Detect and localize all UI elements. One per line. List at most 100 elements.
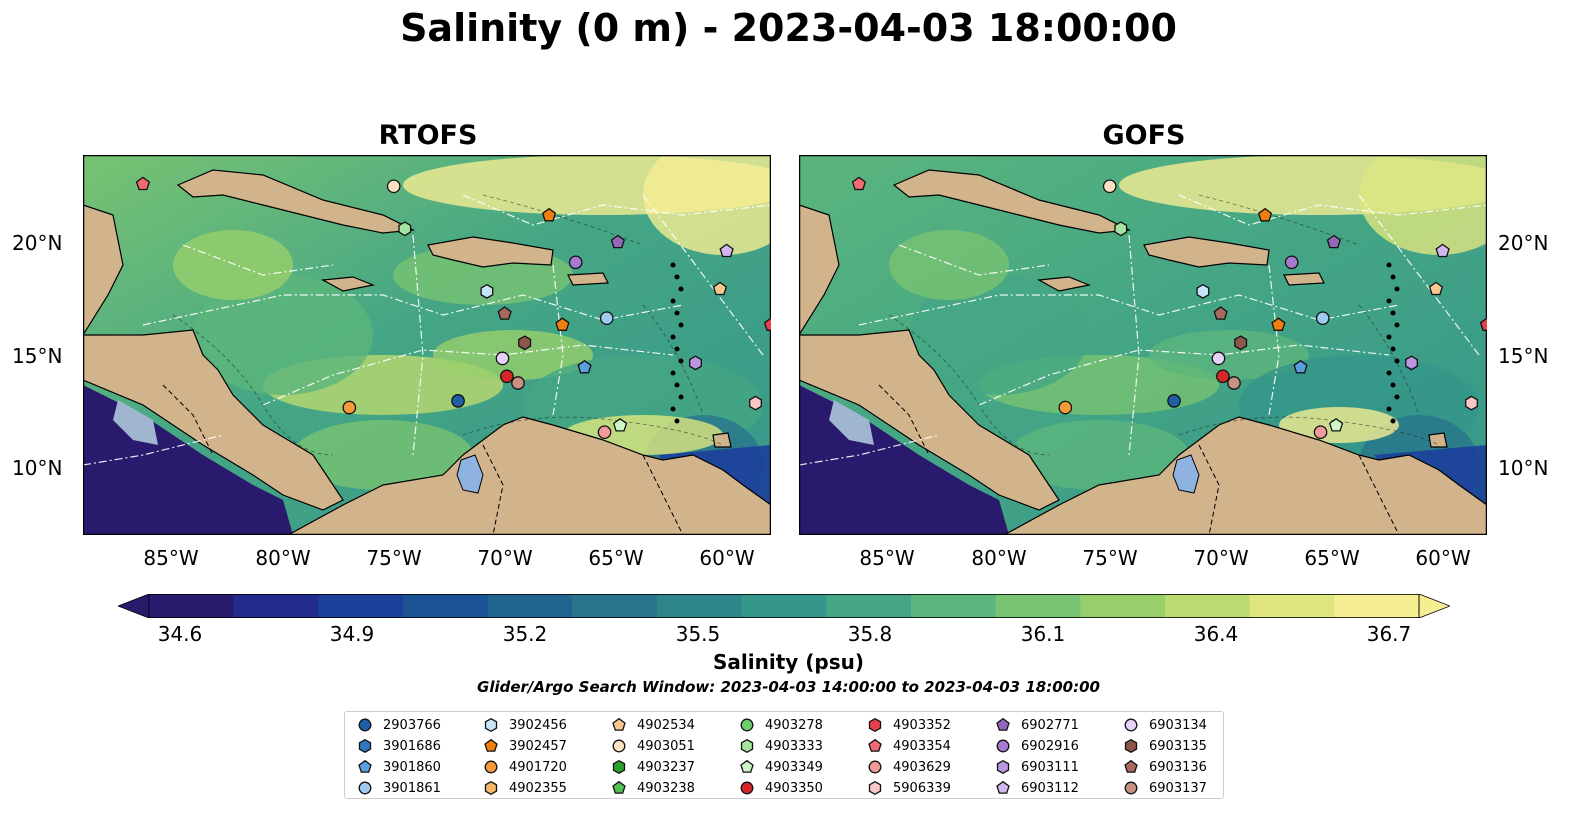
legend-label: 4903238 — [637, 780, 695, 796]
legend-label: 4903237 — [637, 759, 695, 775]
float-marker-3901861[interactable] — [1315, 311, 1330, 326]
legend-label: 4903333 — [765, 738, 823, 754]
lon-tick-65w: 65°W — [588, 546, 644, 570]
legend-item: 6903135 — [1123, 737, 1207, 755]
float-marker-4903354[interactable] — [135, 176, 151, 191]
legend-item: 3902457 — [483, 737, 567, 755]
float-marker-4903629[interactable] — [1313, 425, 1328, 440]
legend-item: 3901860 — [357, 758, 441, 776]
float-marker-4903051[interactable] — [386, 179, 401, 194]
float-marker-6903111[interactable] — [689, 355, 702, 371]
float-marker-6902771[interactable] — [610, 234, 625, 249]
lon-tick-70w: 70°W — [477, 546, 533, 570]
lat-tick-20n: 20°N — [12, 231, 63, 255]
float-marker-6903135[interactable] — [1234, 335, 1248, 351]
float-marker-6903136[interactable] — [497, 306, 512, 320]
float-marker-4901720[interactable] — [1058, 400, 1073, 415]
map-panel-gofs[interactable] — [799, 155, 1487, 535]
legend-label: 6903135 — [1149, 738, 1207, 754]
circle-marker-icon — [358, 781, 372, 795]
float-marker-5906339[interactable] — [749, 395, 762, 411]
float-marker-4901720[interactable] — [342, 400, 357, 415]
float-marker-4902534[interactable] — [1428, 281, 1444, 296]
float-marker-6902916[interactable] — [568, 255, 583, 270]
lat-tick-10n: 10°N — [12, 456, 63, 480]
float-marker-4903349[interactable] — [1328, 417, 1344, 432]
legend-label: 3902456 — [509, 717, 567, 733]
float-marker-4903051[interactable] — [1102, 179, 1117, 194]
float-marker-4903629[interactable] — [597, 425, 612, 440]
legend-item: 6903112 — [995, 779, 1079, 797]
float-marker-extra1[interactable] — [1479, 317, 1487, 331]
circle-marker-icon — [868, 760, 882, 774]
float-marker-6903111[interactable] — [1405, 355, 1418, 371]
legend-item: 4903333 — [739, 737, 823, 755]
float-marker-3901861[interactable] — [599, 311, 614, 326]
float-marker-extra2[interactable] — [541, 207, 557, 222]
legend-item: 6903137 — [1123, 779, 1207, 797]
float-marker-6903137[interactable] — [511, 376, 525, 390]
float-marker-4903354[interactable] — [851, 176, 867, 191]
float-marker-6902916[interactable] — [1284, 255, 1299, 270]
float-marker-6903137[interactable] — [1227, 376, 1241, 390]
legend-item: 6903136 — [1123, 758, 1207, 776]
map-panel-rtofs[interactable] — [83, 155, 771, 535]
lat-tick-10n: 10°N — [1498, 456, 1549, 480]
legend-label: 6903134 — [1149, 717, 1207, 733]
colorbar-tick: 36.7 — [1366, 622, 1412, 646]
float-marker-3902456[interactable] — [480, 283, 494, 299]
legend-item: 6902771 — [995, 716, 1079, 734]
legend-item: 6903111 — [995, 758, 1079, 776]
circle-marker-icon — [1124, 718, 1138, 732]
float-marker-4903333[interactable] — [1114, 221, 1128, 237]
figure-title: Salinity (0 m) - 2023-04-03 18:00:00 — [400, 6, 1177, 50]
float-marker-6903136[interactable] — [1213, 306, 1228, 320]
search-window-text: Glider/Argo Search Window: 2023-04-03 14… — [477, 678, 1100, 696]
lat-tick-15n: 15°N — [12, 344, 63, 368]
float-marker-4903350[interactable] — [500, 369, 514, 384]
colorbar-tick: 35.2 — [502, 622, 548, 646]
legend-label: 4903051 — [637, 738, 695, 754]
legend-item: 2903766 — [357, 716, 441, 734]
float-marker-6903135[interactable] — [518, 335, 532, 351]
legend-item: 4903278 — [739, 716, 823, 734]
legend-item: 4901720 — [483, 758, 567, 776]
float-marker-6902771[interactable] — [1326, 234, 1341, 249]
pentagon-marker-icon — [996, 780, 1010, 794]
float-marker-3901860[interactable] — [577, 359, 592, 374]
float-marker-3902457[interactable] — [555, 317, 570, 331]
legend-label: 3901860 — [383, 759, 441, 775]
float-marker-6903134[interactable] — [495, 351, 510, 366]
legend-label: 4903350 — [765, 780, 823, 796]
lon-tick-75w: 75°W — [1082, 546, 1138, 570]
colorbar-label: Salinity (psu) — [712, 650, 864, 674]
float-marker-4903349[interactable] — [612, 417, 628, 432]
lon-tick-60w: 60°W — [1415, 546, 1471, 570]
legend-item: 4903350 — [739, 779, 823, 797]
legend-label: 4903349 — [765, 759, 823, 775]
pentagon-marker-icon — [740, 759, 754, 773]
float-marker-3902456[interactable] — [1196, 283, 1210, 299]
float-marker-4903350[interactable] — [1216, 369, 1230, 384]
float-marker-4902534[interactable] — [712, 281, 728, 296]
float-marker-6903134[interactable] — [1211, 351, 1226, 366]
float-marker-5906339[interactable] — [1465, 395, 1478, 411]
circle-marker-icon — [740, 718, 754, 732]
float-marker-3902457[interactable] — [1271, 317, 1286, 331]
float-marker-6903112[interactable] — [719, 243, 734, 258]
hexagon-marker-icon — [484, 780, 498, 796]
float-marker-6903112[interactable] — [1435, 243, 1450, 258]
float-marker-2903766[interactable] — [1167, 394, 1181, 408]
legend-label: 6903137 — [1149, 780, 1207, 796]
panel-title-rtofs: RTOFS — [378, 120, 478, 151]
legend-label: 6903111 — [1021, 759, 1079, 775]
float-marker-extra1[interactable] — [763, 317, 771, 331]
float-marker-3901860[interactable] — [1293, 359, 1308, 374]
legend-label: 4902355 — [509, 780, 567, 796]
float-marker-4903333[interactable] — [398, 221, 412, 237]
colorbar-tick: 35.8 — [847, 622, 893, 646]
float-marker-2903766[interactable] — [451, 394, 465, 408]
legend-label: 4903352 — [893, 717, 951, 733]
legend-label: 4903354 — [893, 738, 951, 754]
float-marker-extra2[interactable] — [1257, 207, 1273, 222]
